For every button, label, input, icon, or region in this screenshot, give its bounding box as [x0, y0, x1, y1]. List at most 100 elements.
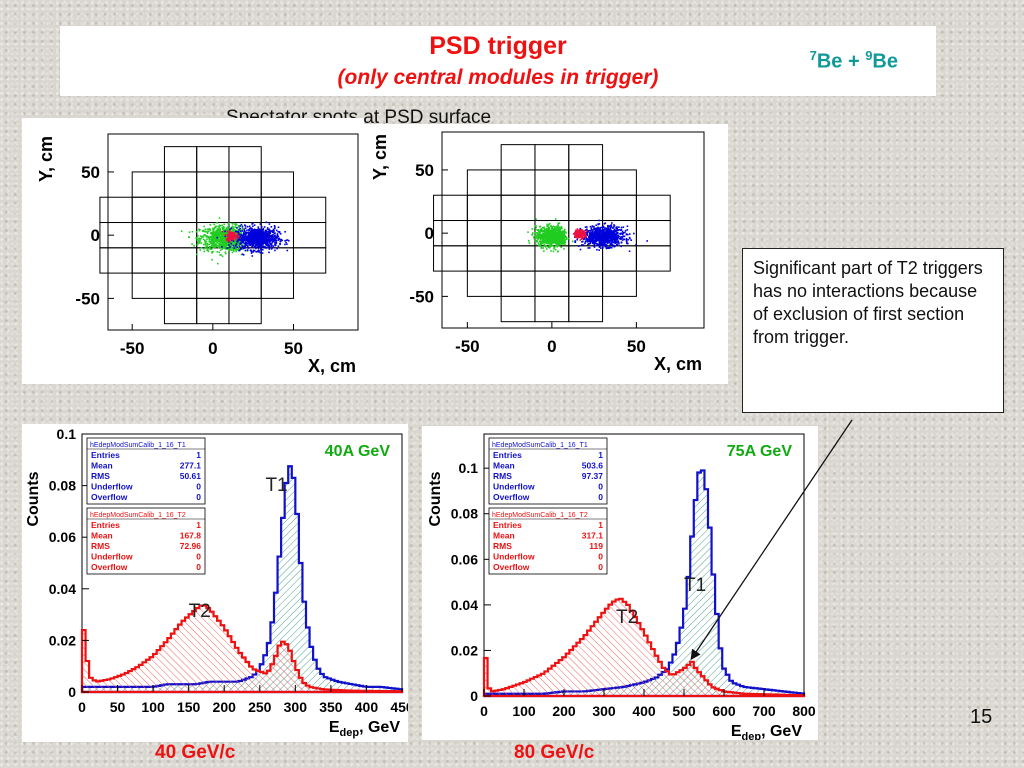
scatter-point: [549, 241, 552, 243]
scatter-point: [242, 254, 245, 256]
scatter-point: [584, 233, 587, 235]
scatter-point: [262, 228, 265, 230]
scatter-point: [597, 233, 600, 236]
scatter-point: [273, 232, 276, 235]
scatter-point: [259, 234, 262, 237]
scatter-point: [266, 233, 268, 236]
scatter-point: [237, 238, 240, 241]
stats-row-value: 0: [196, 562, 201, 572]
scatter-point: [597, 239, 600, 242]
scatter-point: [269, 237, 272, 240]
scatter-point: [269, 239, 272, 241]
scatter-point: [616, 234, 619, 237]
scatter-point: [225, 244, 228, 247]
scatter-point: [264, 240, 267, 242]
scatter-point: [203, 250, 206, 253]
scatter-point: [581, 235, 584, 238]
scatter-point: [590, 240, 593, 242]
scatter-point: [535, 236, 537, 239]
stats-row-value: 1: [196, 520, 201, 530]
scatter-point: [584, 240, 587, 243]
scatter-point: [212, 246, 215, 249]
scatter-point: [239, 227, 242, 230]
stats-row-value: 97.37: [582, 471, 604, 481]
scatter-point: [589, 229, 592, 232]
stats-row-value: 277.1: [180, 461, 202, 471]
scatter-point: [602, 244, 604, 246]
scatter-point: [560, 231, 562, 234]
scatter-point: [205, 240, 208, 243]
scatter-point: [625, 238, 628, 241]
scatter-point: [550, 225, 552, 228]
scatter-point: [224, 247, 227, 250]
scatter-point: [248, 233, 251, 236]
scatter-point: [600, 231, 603, 233]
scatter-point: [227, 236, 230, 239]
histogram-panel-1: 05010015020025030035040045000.020.040.06…: [22, 424, 414, 742]
scatter-point: [562, 236, 565, 239]
scatter-point: [239, 243, 242, 245]
scatter-point: [577, 234, 580, 236]
psd-module-grid: [433, 144, 671, 323]
scatter-point: [605, 233, 608, 236]
energy-label: 40A GeV: [325, 443, 391, 460]
stats-row-label: Mean: [91, 531, 113, 541]
scatter-point: [273, 224, 276, 227]
scatter-point: [609, 234, 611, 237]
scatter-point: [218, 226, 221, 229]
scatter-point: [546, 235, 549, 237]
scatter-point: [228, 248, 230, 251]
scatter-point: [557, 234, 560, 237]
scatter-point: [545, 245, 548, 247]
scatter-point: [583, 234, 586, 237]
scatter-point: [224, 236, 227, 238]
scatter-point: [547, 230, 550, 233]
scatter-point: [223, 229, 226, 231]
scatter-point: [210, 243, 213, 245]
scatter-point: [249, 242, 252, 244]
scatter-point: [558, 243, 560, 246]
x-tick-label: 400: [355, 699, 379, 715]
scatter-point: [268, 228, 271, 231]
scatter-point: [260, 238, 262, 241]
scatter-point: [560, 227, 563, 230]
scatter-point: [560, 237, 563, 240]
scatter-point: [237, 239, 239, 242]
scatter-point: [247, 247, 250, 249]
scatter-chart-2: -50 0 50 -50 0 50 X, cm Y, cm: [370, 131, 705, 374]
scatter-point: [219, 225, 222, 227]
scatter-point: [628, 236, 631, 239]
scatter-point: [252, 251, 255, 253]
scatter-point: [615, 226, 618, 229]
scatter-point: [625, 242, 628, 245]
scatter-point: [554, 238, 557, 241]
scatter-point: [616, 232, 618, 235]
scatter-point: [193, 245, 195, 247]
scatter-point: [599, 226, 601, 229]
scatter-point: [250, 235, 253, 237]
scatter-point: [218, 238, 220, 241]
scatter-point: [196, 243, 199, 246]
scatter-point: [271, 230, 274, 232]
scatter-point: [605, 231, 607, 233]
scatter-point: [606, 239, 609, 241]
scatter-point: [218, 233, 221, 236]
scatter-point: [236, 249, 239, 251]
scatter-point: [549, 246, 551, 249]
scatter-point: [240, 223, 243, 226]
scatter-point: [266, 241, 269, 244]
scatter-point: [255, 246, 257, 249]
scatter-point: [540, 231, 542, 233]
scatter-point: [222, 225, 225, 228]
scatter-point: [214, 225, 217, 228]
scatter-point: [614, 236, 617, 239]
scatter-point: [592, 232, 595, 234]
scatter-point: [267, 233, 269, 235]
scatter-point: [265, 238, 268, 240]
scatter-point: [250, 243, 252, 246]
scatter-point: [618, 243, 620, 245]
scatter-point: [214, 231, 217, 234]
scatter-point: [241, 226, 244, 228]
scatter-point: [232, 227, 235, 230]
